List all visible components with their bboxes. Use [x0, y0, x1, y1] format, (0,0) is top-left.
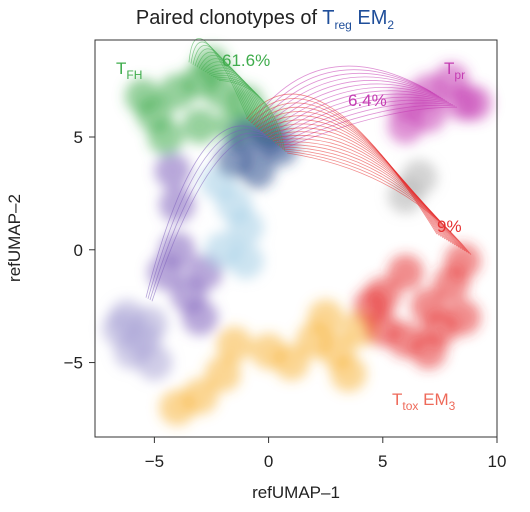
chart-title: Paired clonotypes of Treg EM2: [136, 7, 395, 32]
clonotype-curve: [270, 93, 448, 140]
annotation: TFH: [116, 59, 142, 82]
x-tick-label: 10: [488, 452, 507, 471]
clonotype-curve: [218, 80, 286, 152]
point-cloud: [193, 46, 230, 83]
clonotype-curve: [277, 102, 454, 146]
clonotype-curve: [267, 90, 446, 138]
clonotype-curve: [196, 51, 259, 130]
clonotype-curve: [147, 129, 266, 299]
point-cloud: [239, 152, 276, 189]
annotation: 6.4%: [348, 91, 387, 110]
point-cloud: [273, 344, 310, 381]
plot-frame: [94, 39, 498, 438]
point-cloud: [182, 107, 219, 144]
ann-sub: pr: [454, 68, 465, 82]
clonotype-curve: [287, 152, 472, 255]
clonotype-curve: [248, 98, 440, 236]
title-em-sub: 2: [387, 18, 394, 32]
clonotype-curve: [255, 72, 436, 128]
y-tick-label: 0: [74, 241, 83, 260]
clonotype-curve: [188, 38, 250, 122]
point-cloud: [387, 254, 424, 291]
point-cloud: [159, 389, 196, 426]
point-cloud: [124, 78, 161, 115]
point-cloud: [330, 355, 367, 392]
ann-sub: FH: [126, 68, 142, 82]
point-cloud: [136, 344, 173, 381]
point-cloud: [131, 306, 168, 343]
x-tick-label: 5: [378, 452, 387, 471]
ann-em: EM: [418, 390, 448, 409]
x-tick-label: 0: [264, 452, 273, 471]
point-cloud: [353, 288, 390, 325]
ann-em-sub: 3: [449, 399, 456, 413]
point-cloud: [387, 107, 424, 144]
y-axis-label: refUMAP–2: [5, 194, 24, 282]
x-axis-label: refUMAP–1: [252, 483, 340, 502]
point-cloud: [147, 118, 184, 155]
point-cloud: [421, 310, 458, 347]
title-em: EM: [352, 7, 388, 29]
title-sub: reg: [335, 18, 352, 32]
clonotype-curve: [253, 69, 434, 126]
title-text: Paired clonotypes of: [136, 7, 322, 29]
annotation: Ttox EM3: [392, 390, 456, 413]
clonotype-curve: [198, 55, 262, 132]
point-cloud: [204, 355, 241, 392]
x-tick-label: −5: [145, 452, 164, 471]
point-cloud: [307, 299, 344, 336]
clonotype-curve: [260, 80, 440, 132]
ann-t: T: [392, 390, 402, 409]
point-cloud: [154, 152, 191, 189]
point-cloud: [147, 254, 184, 291]
ann-t: T: [116, 59, 126, 78]
clonotype-curve: [151, 135, 271, 302]
clonotype-curve: [149, 132, 269, 301]
annotation: 9%: [437, 217, 462, 236]
title-t: T: [322, 7, 334, 29]
ann-sub: tox: [402, 399, 418, 413]
point-cloud: [216, 326, 253, 363]
clonotype-curve: [277, 144, 464, 251]
clonotype-curve: [250, 65, 432, 124]
point-cloud: [159, 186, 196, 223]
point-cloud: [227, 243, 264, 280]
clonotype-curve: [265, 86, 444, 136]
y-tick-label: −5: [64, 354, 83, 373]
point-cloud: [444, 243, 481, 280]
clonotype-curve: [262, 83, 442, 134]
ann-t: T: [444, 59, 454, 78]
point-cloud: [182, 299, 219, 336]
annotation: Tpr: [444, 59, 465, 82]
curves: [145, 38, 472, 302]
clouds: [102, 46, 493, 426]
point-cloud: [456, 85, 493, 122]
annotation: 61.6%: [222, 51, 270, 70]
point-cloud: [401, 159, 438, 196]
clonotype-curve: [275, 99, 452, 144]
point-cloud: [227, 209, 264, 246]
clonotype-curve: [145, 125, 264, 298]
y-tick-label: 5: [74, 128, 83, 147]
clonotype-curve: [279, 104, 456, 148]
